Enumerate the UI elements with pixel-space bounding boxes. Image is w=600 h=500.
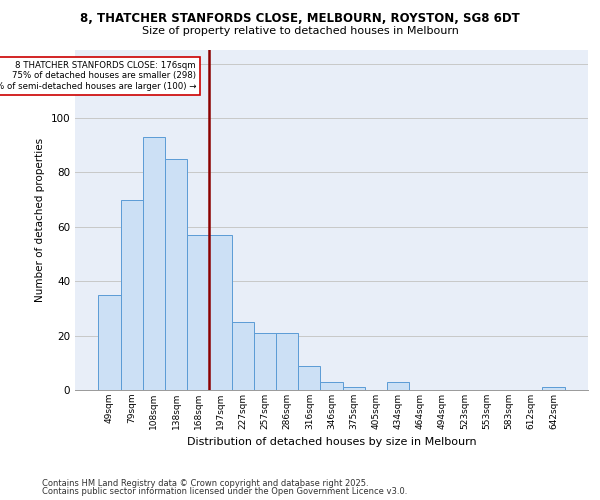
Bar xyxy=(209,235,232,390)
Bar xyxy=(387,382,409,390)
Text: Contains public sector information licensed under the Open Government Licence v3: Contains public sector information licen… xyxy=(42,487,407,496)
Y-axis label: Number of detached properties: Number of detached properties xyxy=(35,138,45,302)
Bar xyxy=(298,366,320,390)
Text: 8 THATCHER STANFORDS CLOSE: 176sqm
75% of detached houses are smaller (298)
25% : 8 THATCHER STANFORDS CLOSE: 176sqm 75% o… xyxy=(0,61,196,90)
Bar xyxy=(98,295,121,390)
Bar xyxy=(232,322,254,390)
Text: 8, THATCHER STANFORDS CLOSE, MELBOURN, ROYSTON, SG8 6DT: 8, THATCHER STANFORDS CLOSE, MELBOURN, R… xyxy=(80,12,520,26)
Bar xyxy=(254,333,276,390)
Text: Size of property relative to detached houses in Melbourn: Size of property relative to detached ho… xyxy=(142,26,458,36)
Bar xyxy=(143,137,165,390)
Bar xyxy=(542,388,565,390)
Bar xyxy=(343,388,365,390)
Bar xyxy=(165,159,187,390)
Bar xyxy=(276,333,298,390)
Bar xyxy=(121,200,143,390)
Bar xyxy=(187,235,209,390)
Bar xyxy=(320,382,343,390)
X-axis label: Distribution of detached houses by size in Melbourn: Distribution of detached houses by size … xyxy=(187,438,476,448)
Text: Contains HM Land Registry data © Crown copyright and database right 2025.: Contains HM Land Registry data © Crown c… xyxy=(42,478,368,488)
